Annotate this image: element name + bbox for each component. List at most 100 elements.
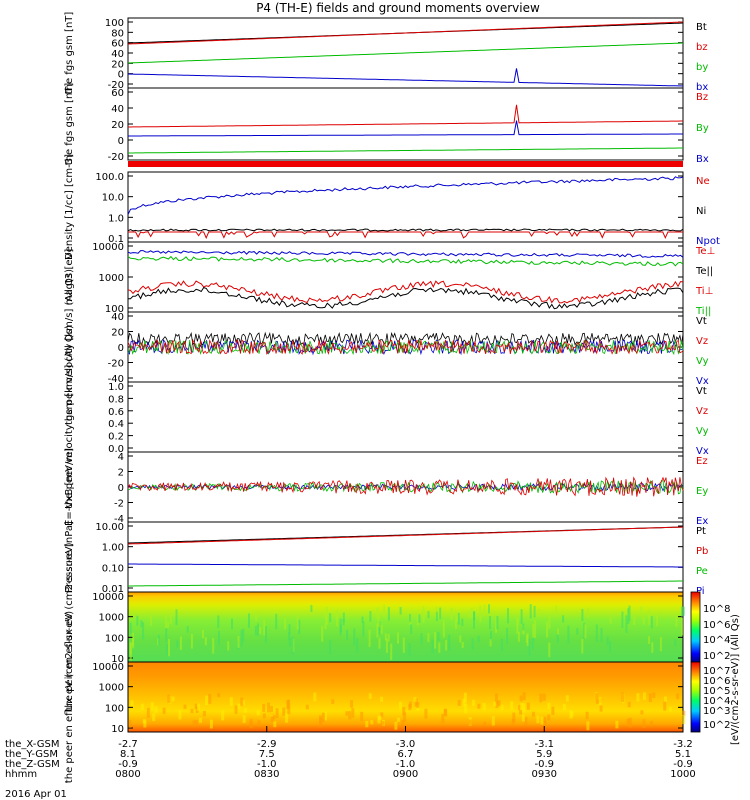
colorbar-tick-label: 10^2	[703, 720, 730, 731]
spectrogram-cell	[408, 701, 412, 708]
spectrogram-cell	[408, 643, 411, 657]
colorbar: 10^8 10^6 10^4 10^2 10^7 10^6 10^5 10^4 …	[690, 591, 741, 745]
spectrogram-cell	[192, 720, 196, 727]
spectrogram-cell	[142, 622, 145, 640]
spectrogram-cell	[413, 696, 417, 702]
spectrogram-cell	[368, 629, 371, 647]
panel-8: 10.00 1.00 0.10 0.01 Pressure [nPa] Pt Pb Pe Pi	[64, 521, 708, 597]
y-tick-label: -40	[108, 374, 124, 385]
spectrogram-cell	[445, 640, 448, 651]
spectrogram-cell	[331, 699, 335, 704]
spectrogram-cell	[265, 626, 267, 644]
spectrogram-cell	[132, 637, 134, 647]
legend-item: By	[696, 123, 709, 134]
y-axis-label: the peir velocity [km/s] (All Qs)	[64, 269, 75, 425]
spectrogram-cell	[194, 719, 198, 726]
spectrogram-cell	[674, 639, 677, 647]
spectrogram-cell	[473, 611, 476, 621]
y-tick-label: 0.0	[108, 444, 124, 455]
spectrogram-cell	[633, 614, 636, 625]
spectrogram-cell	[397, 632, 399, 644]
legend-item: Ez	[696, 456, 708, 467]
legend-item: Pb	[696, 546, 708, 557]
spectrogram-cell	[399, 607, 402, 615]
colorbar-tick-label: 10^8	[703, 604, 730, 615]
spectrogram-cell	[489, 615, 491, 630]
spectrogram-cell	[533, 605, 536, 618]
colorbar-electrons	[690, 661, 701, 733]
spectrogram-cell	[242, 715, 246, 723]
spectrogram-cell	[534, 620, 537, 638]
spectrogram-cell	[652, 692, 656, 698]
spectrogram-cell	[431, 639, 434, 654]
spectrogram-cell	[471, 638, 474, 650]
y-tick-label: 0.01	[102, 584, 124, 595]
x-row-value: -1.0	[257, 759, 277, 770]
spectrogram-cell	[606, 636, 609, 646]
legend-item: Vx	[696, 446, 709, 457]
colorbar-tick-label: 10^4	[703, 635, 730, 646]
spectrogram-cell	[378, 628, 381, 635]
series-Vy	[127, 339, 684, 356]
colorbar-tick-label: 10^2	[703, 651, 730, 662]
spectrogram-cell	[457, 700, 461, 706]
spectrogram-cell	[323, 711, 327, 721]
series-Ti-par	[127, 255, 684, 267]
legend-item: Pt	[696, 526, 706, 537]
spectrogram-cell	[339, 624, 342, 633]
spectrogram-cell	[427, 611, 430, 619]
spectrogram-cell	[249, 718, 253, 729]
spectrogram-cell	[324, 621, 327, 630]
y-tick-label: 60	[111, 88, 124, 99]
spectrogram-cell	[470, 607, 473, 619]
spectrogram-cell	[202, 629, 204, 639]
spectrogram-cell	[288, 624, 291, 635]
spectrogram-cell	[628, 717, 632, 728]
panel-10: 10000 1000 100 10 the peer en eflux eV (cm2-…	[64, 611, 686, 783]
x-axis-block: the_X-GSM -2.7 -2.9 -3.0 -3.1 -3.2 the_Y-GSM 8.…	[5, 726, 696, 780]
spectrogram-cell	[681, 606, 683, 617]
spectrogram-cell	[256, 710, 260, 716]
spectrogram-cell	[627, 608, 630, 625]
x-row-value: 6.7	[398, 749, 414, 760]
spectrogram-cell	[129, 622, 132, 634]
spectrogram-cell	[164, 615, 167, 629]
spectrogram-cell	[169, 613, 172, 625]
spectrogram-cell	[521, 714, 525, 722]
spectrogram-cell	[202, 710, 206, 717]
spectrogram-cell	[664, 696, 667, 702]
spectrogram-cell	[348, 711, 352, 720]
y-tick-label: 1000	[99, 273, 124, 284]
spectrogram-cell	[500, 704, 504, 711]
panel-3: 100.0 10.0 1.0 0.1 Density [1/cc] [cm-3] Ne Ni…	[64, 154, 720, 260]
spectrogram-cell	[376, 623, 379, 638]
legend-item: Vy	[696, 356, 709, 367]
spectrogram-cell	[319, 715, 322, 724]
colorbar-label: [eV/(cm2-s-sr-eV)] (All Qs)	[730, 614, 741, 745]
y-tick-label: 20	[111, 59, 124, 70]
spectrogram-cell	[434, 632, 437, 649]
panel-4: 10000 1000 100 magt3 [eV] Te⊥ Te|| Ti⊥ Ti||	[64, 241, 715, 317]
spectrogram-cell	[468, 610, 471, 619]
spectrogram-cell	[642, 616, 645, 625]
spectrogram-cell	[496, 616, 499, 630]
y-tick-label: 1.00	[102, 543, 124, 554]
spectrogram-cell	[267, 702, 270, 713]
spectrogram-cell	[257, 720, 261, 727]
spectrogram-cell	[241, 700, 245, 706]
spectrogram-cell	[462, 698, 466, 707]
spectrogram-cell	[520, 609, 523, 624]
spectrogram-cell	[520, 703, 524, 711]
spectrogram-cell	[229, 697, 233, 707]
spectrogram-cell	[227, 641, 230, 651]
y-tick-label: 1.0	[108, 213, 124, 224]
data-flag-bar	[128, 161, 683, 167]
y-axis-label: magt3 [eV]	[64, 249, 75, 306]
colorbar-tick-label: 10^4	[703, 696, 730, 707]
spectrogram-cell	[450, 607, 453, 620]
y-tick-label: -20	[108, 359, 124, 370]
spectrogram-cell	[325, 606, 328, 625]
panel-5: 40 20 0 -20 -40 the peir velocity [km/s] (All…	[64, 269, 709, 425]
spectrogram-cell	[255, 611, 258, 621]
spectrogram-cell	[536, 715, 540, 724]
